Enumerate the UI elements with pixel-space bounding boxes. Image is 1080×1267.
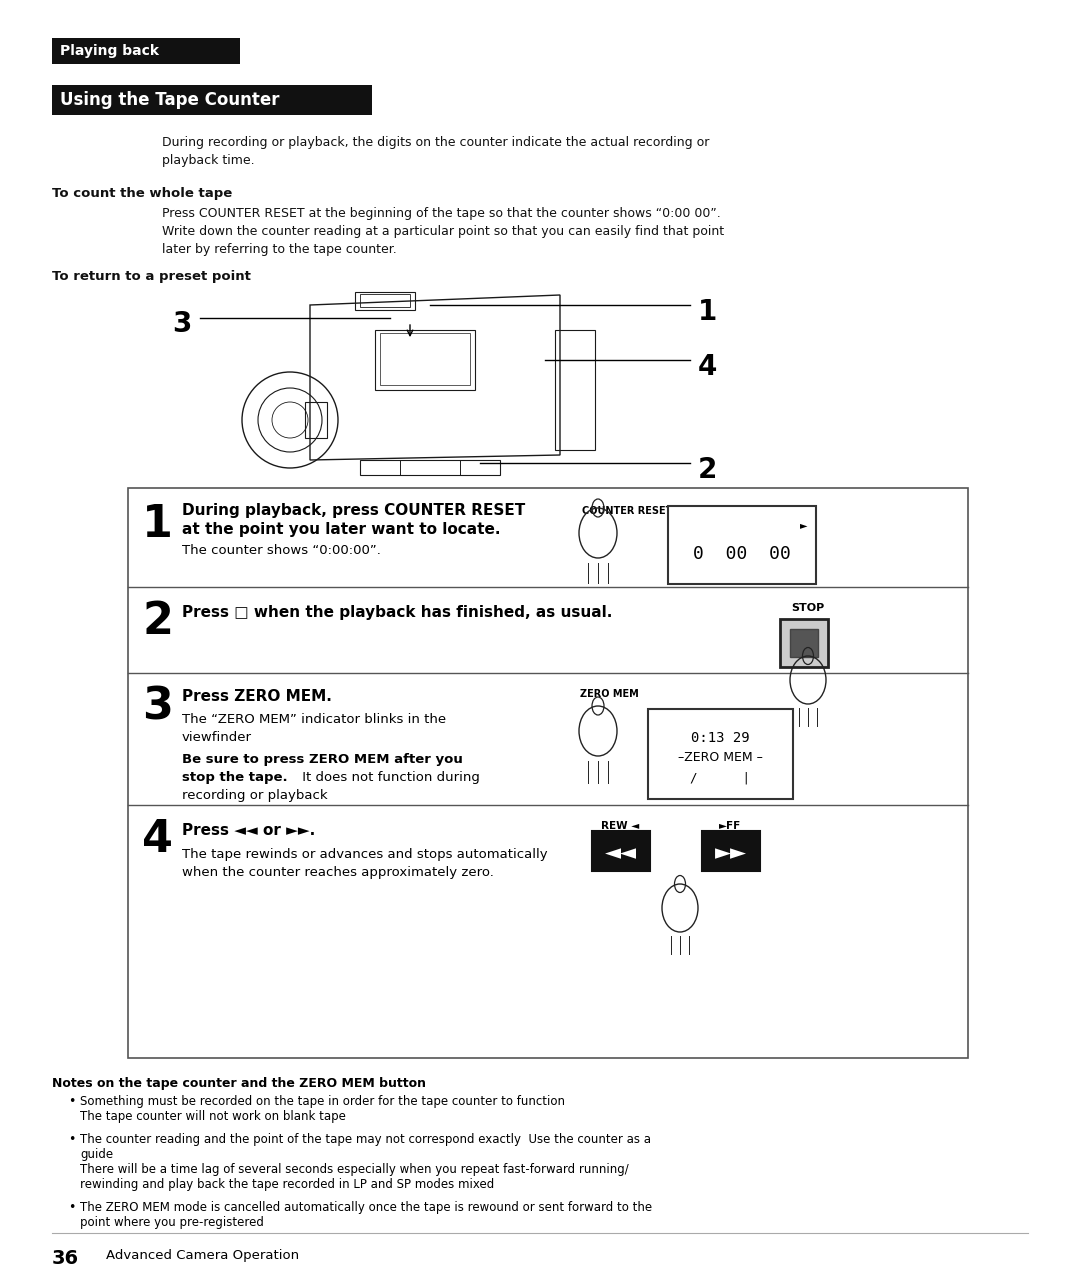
- Text: The counter reading and the point of the tape may not correspond exactly  Use th: The counter reading and the point of the…: [80, 1133, 651, 1145]
- Text: The tape rewinds or advances and stops automatically: The tape rewinds or advances and stops a…: [183, 848, 548, 862]
- Text: The ZERO MEM mode is cancelled automatically once the tape is rewound or sent fo: The ZERO MEM mode is cancelled automatic…: [80, 1201, 652, 1214]
- Text: Press ZERO MEM.: Press ZERO MEM.: [183, 689, 332, 704]
- Bar: [780, 620, 828, 666]
- Bar: [669, 506, 816, 584]
- Text: Playing back: Playing back: [60, 44, 159, 58]
- Text: ►►: ►►: [715, 843, 747, 863]
- Text: 36: 36: [52, 1249, 79, 1267]
- Bar: [400, 460, 460, 475]
- Text: 3: 3: [172, 310, 191, 338]
- Text: rewinding and play back the tape recorded in LP and SP modes mixed: rewinding and play back the tape recorde…: [80, 1178, 495, 1191]
- Text: STOP: STOP: [792, 603, 825, 613]
- Bar: [52, 38, 240, 65]
- Text: 1: 1: [698, 298, 717, 326]
- Bar: [702, 831, 760, 870]
- Bar: [305, 402, 327, 438]
- Text: guide: guide: [80, 1148, 113, 1161]
- Text: To return to a preset point: To return to a preset point: [52, 270, 251, 283]
- Text: During recording or playback, the digits on the counter indicate the actual reco: During recording or playback, the digits…: [162, 136, 710, 167]
- Text: 4: 4: [698, 353, 717, 381]
- Text: Press COUNTER RESET at the beginning of the tape so that the counter shows “0:00: Press COUNTER RESET at the beginning of …: [162, 207, 724, 256]
- Bar: [129, 488, 968, 1058]
- Text: ►: ►: [800, 519, 808, 530]
- Bar: [555, 329, 595, 450]
- Text: REW ◄: REW ◄: [600, 821, 639, 831]
- Text: •: •: [68, 1095, 76, 1109]
- Text: Be sure to press ZERO MEM after you: Be sure to press ZERO MEM after you: [183, 753, 463, 767]
- Bar: [648, 710, 793, 799]
- Bar: [375, 329, 475, 390]
- Text: Advanced Camera Operation: Advanced Camera Operation: [106, 1249, 299, 1262]
- Text: The counter shows “0:00:00”.: The counter shows “0:00:00”.: [183, 544, 381, 557]
- Text: Press □ when the playback has finished, as usual.: Press □ when the playback has finished, …: [183, 606, 612, 620]
- Bar: [52, 85, 372, 115]
- Text: It does not function during: It does not function during: [298, 772, 480, 784]
- Text: The tape counter will not work on blank tape: The tape counter will not work on blank …: [80, 1110, 346, 1123]
- Text: at the point you later want to locate.: at the point you later want to locate.: [183, 522, 500, 537]
- Text: point where you pre-registered: point where you pre-registered: [80, 1216, 264, 1229]
- Text: 4: 4: [141, 818, 173, 862]
- Text: Using the Tape Counter: Using the Tape Counter: [60, 91, 280, 109]
- Text: •: •: [68, 1201, 76, 1214]
- Bar: [360, 294, 410, 307]
- Text: 2: 2: [698, 456, 717, 484]
- Text: ►FF: ►FF: [719, 821, 741, 831]
- Text: ◄◄: ◄◄: [605, 843, 637, 863]
- Text: –ZERO MEM –: –ZERO MEM –: [678, 751, 762, 764]
- Text: recording or playback: recording or playback: [183, 789, 327, 802]
- Text: 0:13 29: 0:13 29: [691, 731, 750, 745]
- Text: The “ZERO MEM” indicator blinks in the: The “ZERO MEM” indicator blinks in the: [183, 713, 446, 726]
- Text: ZERO MEM: ZERO MEM: [580, 689, 638, 699]
- Text: To count the whole tape: To count the whole tape: [52, 188, 232, 200]
- Text: 3: 3: [141, 685, 173, 729]
- Text: 2: 2: [141, 601, 173, 642]
- Text: There will be a time lag of several seconds especially when you repeat fast-forw: There will be a time lag of several seco…: [80, 1163, 629, 1176]
- Text: •: •: [68, 1133, 76, 1145]
- Text: 1: 1: [141, 503, 173, 546]
- Bar: [355, 291, 415, 310]
- Text: During playback, press COUNTER RESET: During playback, press COUNTER RESET: [183, 503, 525, 518]
- Bar: [789, 628, 818, 658]
- Bar: [592, 831, 650, 870]
- Bar: [380, 333, 470, 385]
- Text: Notes on the tape counter and the ZERO MEM button: Notes on the tape counter and the ZERO M…: [52, 1077, 426, 1090]
- Text: when the counter reaches approximately zero.: when the counter reaches approximately z…: [183, 867, 494, 879]
- Text: 0  00  00: 0 00 00: [693, 545, 791, 563]
- Text: viewfinder: viewfinder: [183, 731, 252, 744]
- Text: COUNTER RESET: COUNTER RESET: [582, 506, 673, 516]
- Text: Press ◄◄ or ►►.: Press ◄◄ or ►►.: [183, 824, 315, 837]
- Text: stop the tape.: stop the tape.: [183, 772, 287, 784]
- Text: Something must be recorded on the tape in order for the tape counter to function: Something must be recorded on the tape i…: [80, 1095, 565, 1109]
- Text: /      |: / |: [690, 772, 751, 784]
